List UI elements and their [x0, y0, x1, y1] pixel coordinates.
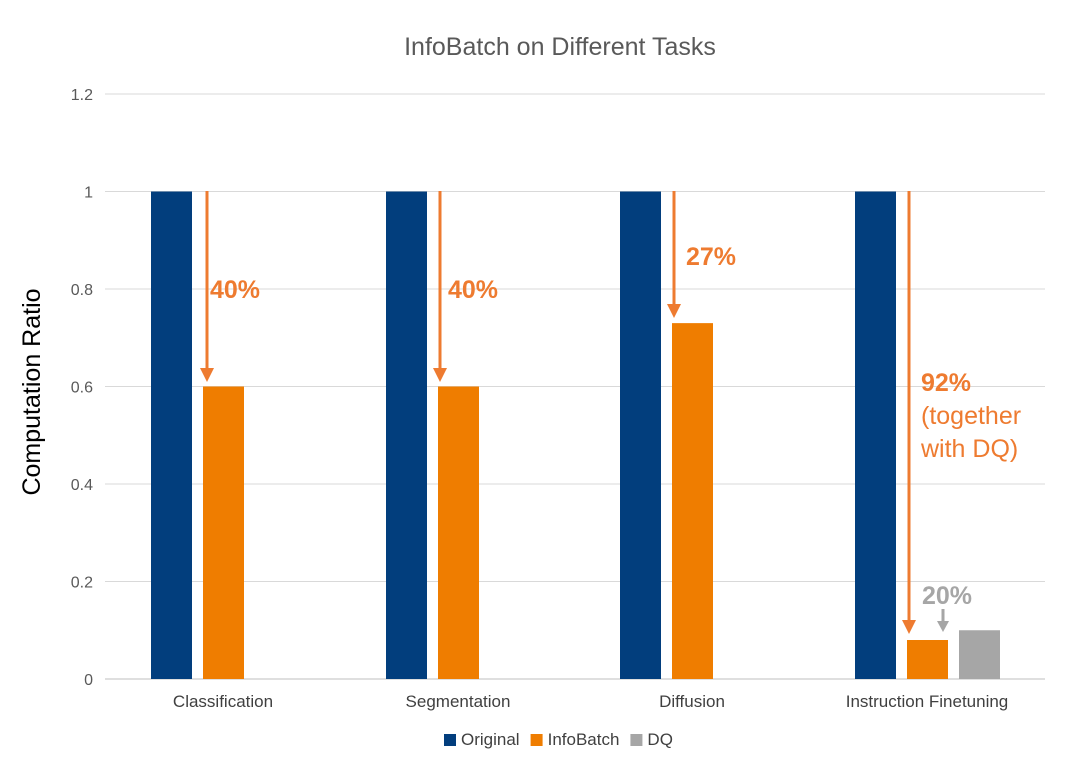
annotation-instruction-finetuning-line1: 92% [921, 369, 971, 397]
bar-original-instruction-finetuning [855, 191, 896, 679]
legend: Original InfoBatch DQ [444, 730, 673, 749]
legend-swatch-original [444, 734, 456, 746]
bar-dq-instruction-finetuning [959, 630, 1000, 679]
arrowhead-dq [937, 621, 949, 632]
legend-label-dq: DQ [647, 730, 673, 749]
y-tick-label: 0 [84, 672, 93, 689]
annotation-classification: 40% [210, 276, 260, 304]
legend-label-infobatch: InfoBatch [548, 730, 620, 749]
y-tick-label: 0.4 [71, 477, 93, 494]
arrowhead-instruction-finetuning [902, 620, 916, 634]
bar-infobatch-diffusion [672, 323, 713, 679]
bars: Classification Segmentation Diffusion Instr… [151, 191, 1009, 711]
y-tick-label: 0.6 [71, 380, 93, 397]
bar-original-segmentation [386, 191, 427, 679]
bar-infobatch-segmentation [438, 386, 479, 679]
annotation-segmentation: 40% [448, 276, 498, 304]
gridlines [105, 93, 1045, 680]
arrowhead-segmentation [433, 368, 447, 382]
arrowhead-classification [200, 368, 214, 382]
y-tick-label: 0.2 [71, 575, 93, 592]
annotation-instruction-finetuning-line3: with DQ) [920, 435, 1018, 463]
annotation-diffusion: 27% [686, 243, 736, 271]
legend-swatch-dq [630, 734, 643, 746]
x-tick-label: Diffusion [659, 692, 725, 711]
legend-swatch-infobatch [530, 734, 543, 746]
annotation-instruction-finetuning-line2: (together [921, 402, 1021, 430]
x-tick-label: Classification [173, 692, 273, 711]
legend-label-original: Original [461, 730, 520, 749]
annotations: 40% 40% 27% 92% (together with DQ) 20% [200, 191, 1021, 634]
y-axis-ticks: 0 0.2 0.4 0.6 0.8 1 1.2 [71, 87, 93, 689]
x-tick-label: Instruction Finetuning [846, 692, 1009, 711]
annotation-dq: 20% [922, 582, 972, 610]
y-axis-label: Computation Ratio [18, 288, 46, 495]
y-tick-label: 1 [84, 185, 93, 202]
bar-original-classification [151, 191, 192, 679]
bar-infobatch-classification [203, 386, 244, 679]
x-tick-label: Segmentation [406, 692, 511, 711]
bar-infobatch-instruction-finetuning [907, 640, 948, 679]
y-tick-label: 1.2 [71, 87, 93, 104]
bar-original-diffusion [620, 191, 661, 679]
chart-title: InfoBatch on Different Tasks [404, 33, 716, 61]
y-tick-label: 0.8 [71, 282, 93, 299]
arrowhead-diffusion [667, 304, 681, 318]
